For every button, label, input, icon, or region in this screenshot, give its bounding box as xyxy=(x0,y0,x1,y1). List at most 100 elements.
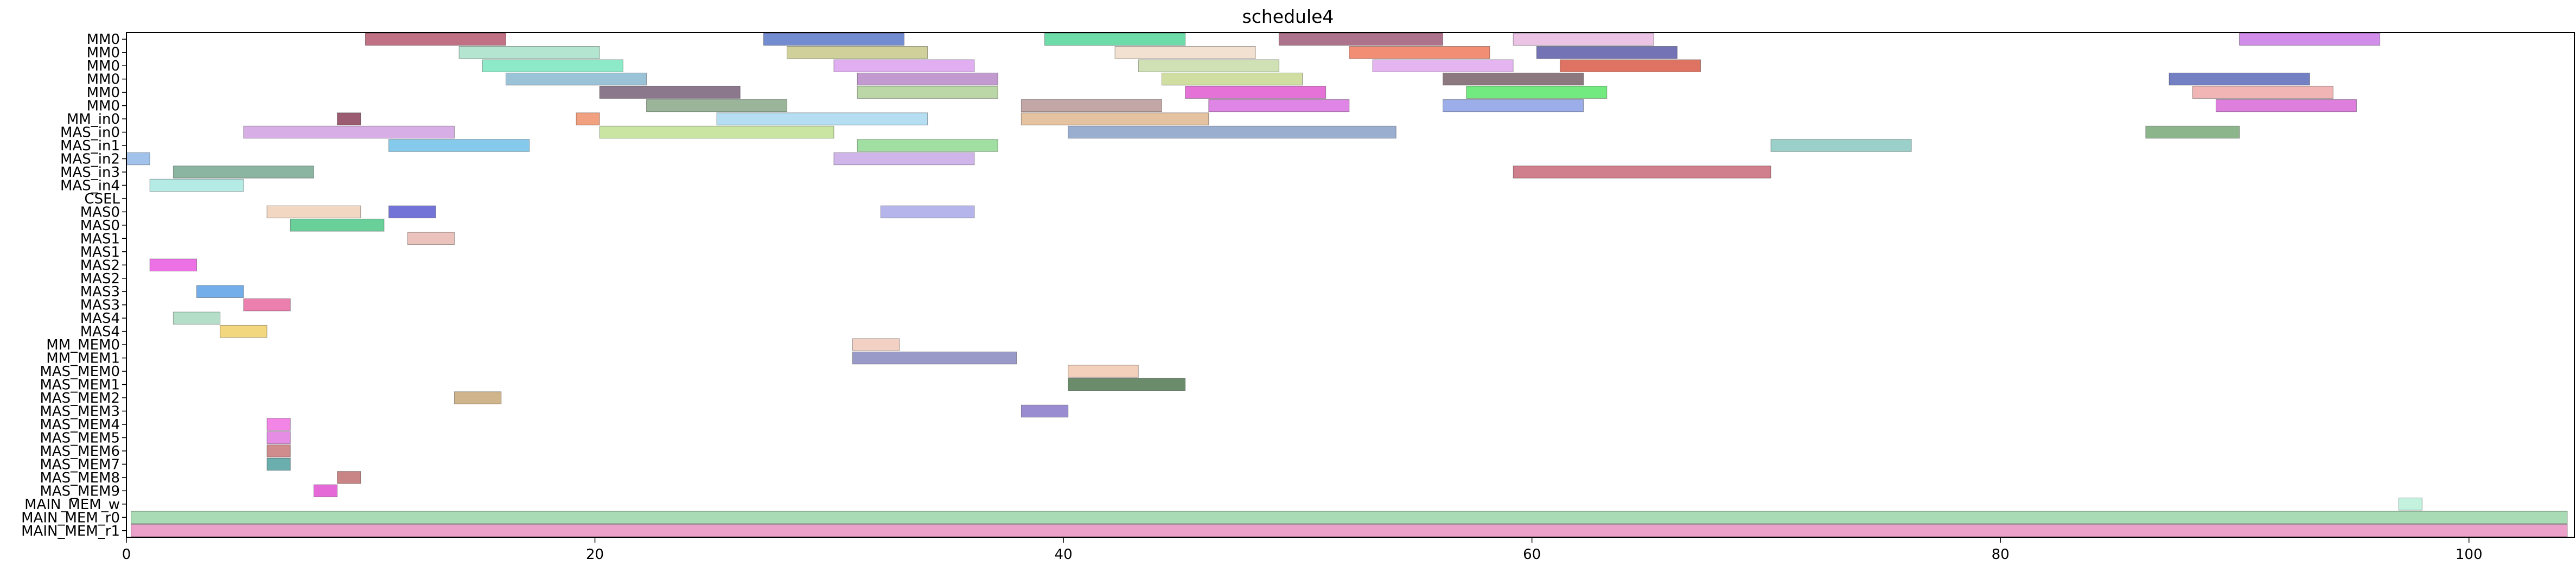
task-bar xyxy=(482,59,623,72)
task-bar xyxy=(1114,46,1256,59)
task-bar xyxy=(173,166,314,179)
task-bar xyxy=(173,312,221,325)
task-bar xyxy=(857,72,998,86)
task-bar xyxy=(388,139,530,152)
task-bar xyxy=(131,511,2568,524)
task-bar xyxy=(266,431,291,444)
task-bar xyxy=(787,46,928,59)
y-tick-label: MAS_MEM3 xyxy=(40,404,120,420)
task-bar xyxy=(1349,46,1490,59)
y-tick-label: MM0 xyxy=(87,85,120,101)
y-tick-label: MAS4 xyxy=(80,310,120,327)
task-bar xyxy=(1513,33,1654,46)
y-tick-label: MM0 xyxy=(87,72,120,88)
task-bar xyxy=(1068,378,1186,391)
task-bar xyxy=(337,112,361,125)
task-bar xyxy=(2169,72,2310,86)
task-bar xyxy=(1044,33,1186,46)
plot-area xyxy=(126,33,2574,537)
task-bar xyxy=(2239,33,2381,46)
y-tick-label: MAS_MEM1 xyxy=(40,377,120,393)
x-tick-label: 60 xyxy=(1523,546,1541,563)
x-tick-label: 20 xyxy=(586,546,604,563)
y-tick-label: MAIN_MEM_r0 xyxy=(21,510,120,526)
y-tick-label: MM0 xyxy=(87,98,120,115)
task-bars xyxy=(126,33,2568,537)
task-bar xyxy=(220,325,267,338)
x-axis: 0 20 40 60 80 100 xyxy=(122,537,2483,563)
task-bar xyxy=(2215,99,2357,112)
task-bar xyxy=(131,524,2568,537)
task-bar xyxy=(266,418,291,431)
y-tick-label: MAS_in4 xyxy=(60,177,120,194)
y-tick-label: MAIN_MEM_r1 xyxy=(21,523,120,539)
task-bar xyxy=(1021,99,1162,112)
y-tick-label: MAS_MEM6 xyxy=(40,443,120,460)
y-tick-label: MAS2 xyxy=(80,271,120,287)
task-bar xyxy=(852,351,1017,365)
task-bar xyxy=(1466,86,1608,99)
y-tick-label: MM_in0 xyxy=(67,111,120,128)
y-tick-label: MAS_MEM0 xyxy=(40,364,120,380)
task-bar xyxy=(266,457,291,471)
task-bar xyxy=(2145,125,2240,139)
task-bar xyxy=(1208,99,1350,112)
task-bar xyxy=(1536,46,1678,59)
task-bar xyxy=(1372,59,1514,72)
y-tick-label: MAS_MEM9 xyxy=(40,483,120,499)
task-bar xyxy=(2192,86,2333,99)
y-tick-label: MAS3 xyxy=(80,284,120,300)
y-tick-label: MM0 xyxy=(87,31,120,48)
y-tick-label: MAIN_MEM_w xyxy=(24,497,120,513)
task-bar xyxy=(857,86,998,99)
task-bar xyxy=(243,298,291,312)
task-bar xyxy=(243,125,455,139)
y-axis: MM0MM0MM0MM0MM0MM0MM_in0MAS_in0MAS_in1MA… xyxy=(21,31,126,539)
y-tick-label: MAS2 xyxy=(80,257,120,274)
y-tick-label: MM_MEM1 xyxy=(46,351,120,367)
task-bar xyxy=(1770,139,1912,152)
task-bar xyxy=(1021,404,1069,418)
task-bar xyxy=(763,33,904,46)
task-bar xyxy=(1068,365,1139,378)
y-tick-label: MAS_MEM7 xyxy=(40,456,120,473)
task-bar xyxy=(1161,72,1303,86)
task-bar xyxy=(149,179,244,192)
task-bar xyxy=(365,33,506,46)
chart-title: schedule4 xyxy=(1242,6,1334,27)
task-bar xyxy=(1443,72,1584,86)
task-bar xyxy=(126,152,150,166)
x-tick-label: 0 xyxy=(122,546,131,563)
task-bar xyxy=(290,219,385,232)
task-bar xyxy=(852,338,900,351)
y-tick-label: CSEL xyxy=(84,191,120,207)
task-bar xyxy=(1278,33,1444,46)
x-tick-label: 40 xyxy=(1055,546,1073,563)
y-tick-label: MAS_MEM2 xyxy=(40,390,120,406)
task-bar xyxy=(576,112,600,125)
task-bar xyxy=(1559,59,1701,72)
task-bar xyxy=(454,391,502,404)
y-tick-label: MAS_in1 xyxy=(60,138,120,154)
y-tick-label: MAS_in3 xyxy=(60,164,120,181)
y-tick-label: MAS4 xyxy=(80,324,120,340)
y-tick-label: MM0 xyxy=(87,45,120,61)
task-bar xyxy=(2398,498,2422,511)
y-tick-label: MM_MEM0 xyxy=(46,337,120,353)
y-tick-label: MAS_MEM4 xyxy=(40,417,120,433)
task-bar xyxy=(1513,166,1771,179)
y-tick-label: MAS0 xyxy=(80,218,120,234)
y-tick-label: MAS_in2 xyxy=(60,151,120,168)
task-bar xyxy=(196,285,244,298)
y-tick-label: MAS_MEM8 xyxy=(40,470,120,486)
task-bar xyxy=(1185,86,1327,99)
task-bar xyxy=(313,484,338,498)
task-bar xyxy=(458,46,600,59)
plot-frame xyxy=(126,32,2575,538)
task-bar xyxy=(1021,112,1209,125)
task-bar xyxy=(880,205,975,219)
task-bar xyxy=(1068,125,1397,139)
y-tick-label: MAS_in0 xyxy=(60,125,120,141)
task-bar xyxy=(833,152,975,166)
task-bar xyxy=(266,444,291,457)
